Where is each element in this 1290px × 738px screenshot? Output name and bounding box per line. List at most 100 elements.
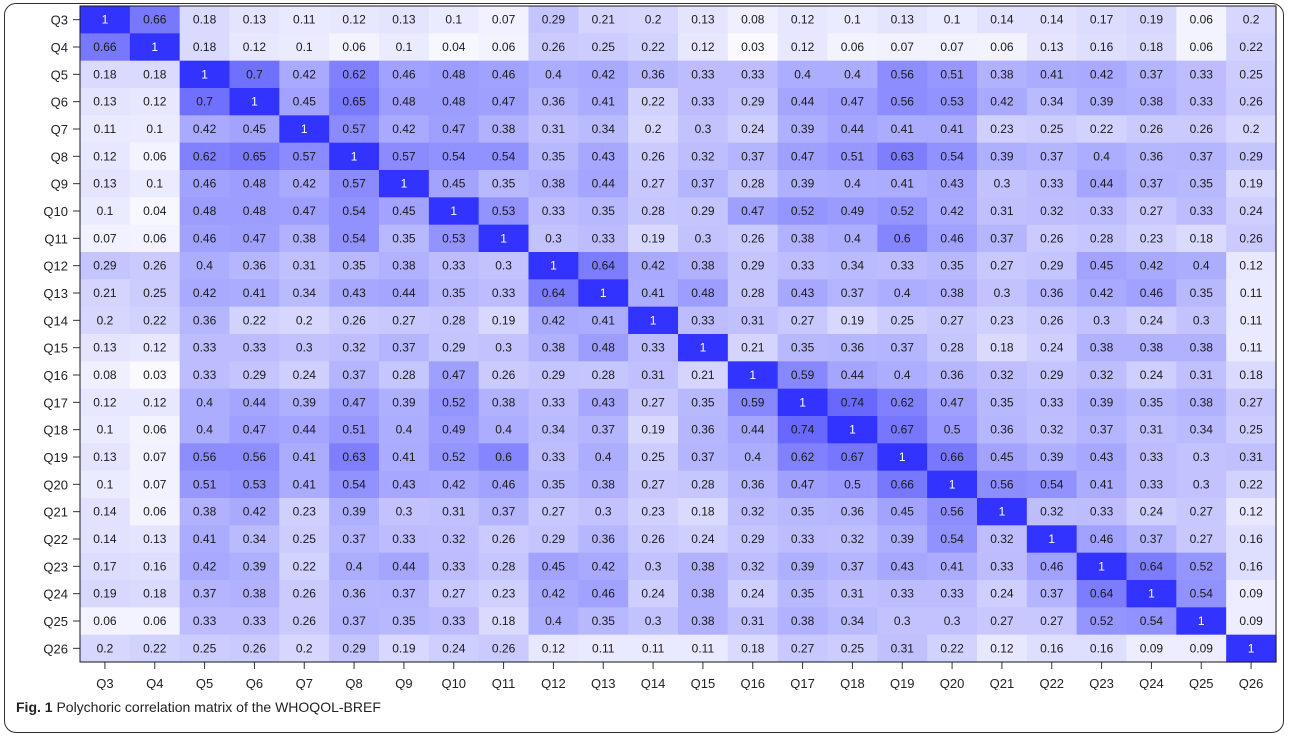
heatmap-cell	[279, 498, 330, 526]
heatmap-cell	[727, 142, 779, 171]
heatmap-cell-value: 0.14	[1040, 13, 1064, 27]
heatmap-cell	[927, 525, 978, 554]
heatmap-cell-value: 0.56	[990, 477, 1014, 491]
heatmap-cell-value: 0.37	[841, 286, 865, 300]
heatmap-cell	[329, 334, 380, 362]
heatmap-cell-value: 0.33	[193, 614, 217, 628]
heatmap-cell	[129, 416, 181, 444]
heatmap-cell	[927, 416, 978, 444]
heatmap-cell	[229, 252, 280, 280]
heatmap-cell-value: 0.32	[442, 532, 466, 546]
heatmap-cell	[1026, 6, 1078, 34]
heatmap-cell	[877, 334, 928, 362]
heatmap-cell	[1176, 142, 1227, 171]
heatmap-cell	[379, 334, 430, 362]
heatmap-cell-value: 0.51	[342, 423, 366, 437]
heatmap-cell-value: 0.63	[342, 450, 366, 464]
heatmap-cell	[777, 142, 829, 171]
heatmap-cell	[1026, 60, 1078, 89]
heatmap-cell	[379, 142, 430, 171]
heatmap-cell	[528, 306, 579, 335]
heatmap-cell-value: 0.36	[1040, 286, 1064, 300]
heatmap-cell	[678, 60, 729, 89]
heatmap-cell	[827, 88, 878, 116]
heatmap-cell	[578, 334, 629, 362]
heatmap-cell-value: 0.13	[143, 532, 167, 546]
heatmap-cell	[428, 443, 480, 472]
heatmap-cell-value: 1	[949, 477, 956, 491]
heatmap-cell	[1026, 142, 1078, 171]
heatmap-cell	[727, 552, 779, 581]
heatmap-cell	[628, 525, 679, 554]
heatmap-cell-value: 0.09	[1140, 641, 1164, 655]
heatmap-cell-value: 0.1	[97, 477, 114, 491]
heatmap-cell-value: 0.45	[990, 450, 1014, 464]
heatmap-cell	[628, 498, 679, 526]
heatmap-cell-value: 0.16	[143, 559, 167, 573]
heatmap-cell	[1076, 443, 1128, 472]
heatmap-cell	[578, 252, 629, 280]
heatmap-cell	[1076, 361, 1128, 390]
heatmap-cell	[80, 470, 131, 499]
heatmap-cell-value: 0.26	[1190, 122, 1214, 136]
heatmap-cell-value: 0.35	[990, 395, 1014, 409]
heatmap-cell	[777, 306, 829, 335]
heatmap-cell-value: 0.52	[791, 204, 815, 218]
heatmap-cell-value: 0.3	[545, 231, 562, 245]
heatmap-cell	[528, 115, 579, 144]
heatmap-cell	[329, 60, 380, 89]
heatmap-cell	[528, 6, 579, 34]
heatmap-cell-value: 0.42	[392, 122, 416, 136]
heatmap-cell	[927, 60, 978, 89]
heatmap-cell	[229, 498, 280, 526]
heatmap-cell-value: 0.28	[691, 477, 715, 491]
heatmap-cell	[1026, 607, 1078, 636]
heatmap-cell-value: 0.59	[741, 395, 765, 409]
heatmap-cell-value: 0.14	[93, 532, 117, 546]
heatmap-cell	[1226, 6, 1277, 34]
heatmap-cell-value: 0.38	[1090, 341, 1114, 355]
heatmap-cell	[678, 252, 729, 280]
heatmap-cell	[379, 388, 430, 417]
heatmap-cell-value: 0.31	[841, 587, 865, 601]
heatmap-cell-value: 1	[749, 368, 756, 382]
heatmap-cell-value: 0.36	[193, 313, 217, 327]
heatmap-cell-value: 0.37	[392, 587, 416, 601]
heatmap-cell	[329, 279, 380, 308]
heatmap-cell	[727, 279, 779, 308]
heatmap-cell-value: 0.39	[293, 395, 317, 409]
heatmap-cell	[877, 388, 928, 417]
heatmap-cell-value: 0.09	[1190, 641, 1214, 655]
heatmap-cell-value: 0.25	[891, 313, 915, 327]
heatmap-cell-value: 0.31	[542, 122, 566, 136]
heatmap-cell	[129, 580, 181, 608]
x-tick-label: Q22	[1039, 676, 1064, 690]
heatmap-cell	[578, 306, 629, 335]
heatmap-cell-value: 0.37	[342, 614, 366, 628]
heatmap-cell-value: 0.41	[641, 286, 665, 300]
heatmap-cell-value: 0.37	[342, 532, 366, 546]
heatmap-cell	[578, 580, 629, 608]
heatmap-cell-value: 0.1	[445, 13, 462, 27]
heatmap-cell-value: 0.2	[645, 122, 662, 136]
heatmap-cell	[678, 552, 729, 581]
heatmap-cell	[1226, 443, 1277, 472]
heatmap-cell	[478, 88, 530, 116]
heatmap-cell	[877, 498, 928, 526]
heatmap-cell	[927, 580, 978, 608]
heatmap-cell-value: 0.33	[891, 587, 915, 601]
heatmap-cell	[977, 306, 1028, 335]
heatmap-cell	[578, 279, 629, 308]
heatmap-cell	[777, 498, 829, 526]
heatmap-cell-value: 0.39	[791, 177, 815, 191]
heatmap-cell-value: 0.41	[293, 450, 317, 464]
heatmap-cell	[1126, 252, 1177, 280]
heatmap-cell-value: 0.35	[342, 259, 366, 273]
heatmap-cell	[877, 88, 928, 116]
heatmap-cell	[1076, 416, 1128, 444]
heatmap-cell	[628, 33, 679, 62]
heatmap-cell	[428, 60, 480, 89]
heatmap-cell	[428, 33, 480, 62]
heatmap-cell-value: 1	[251, 95, 258, 109]
heatmap-cell	[1026, 306, 1078, 335]
